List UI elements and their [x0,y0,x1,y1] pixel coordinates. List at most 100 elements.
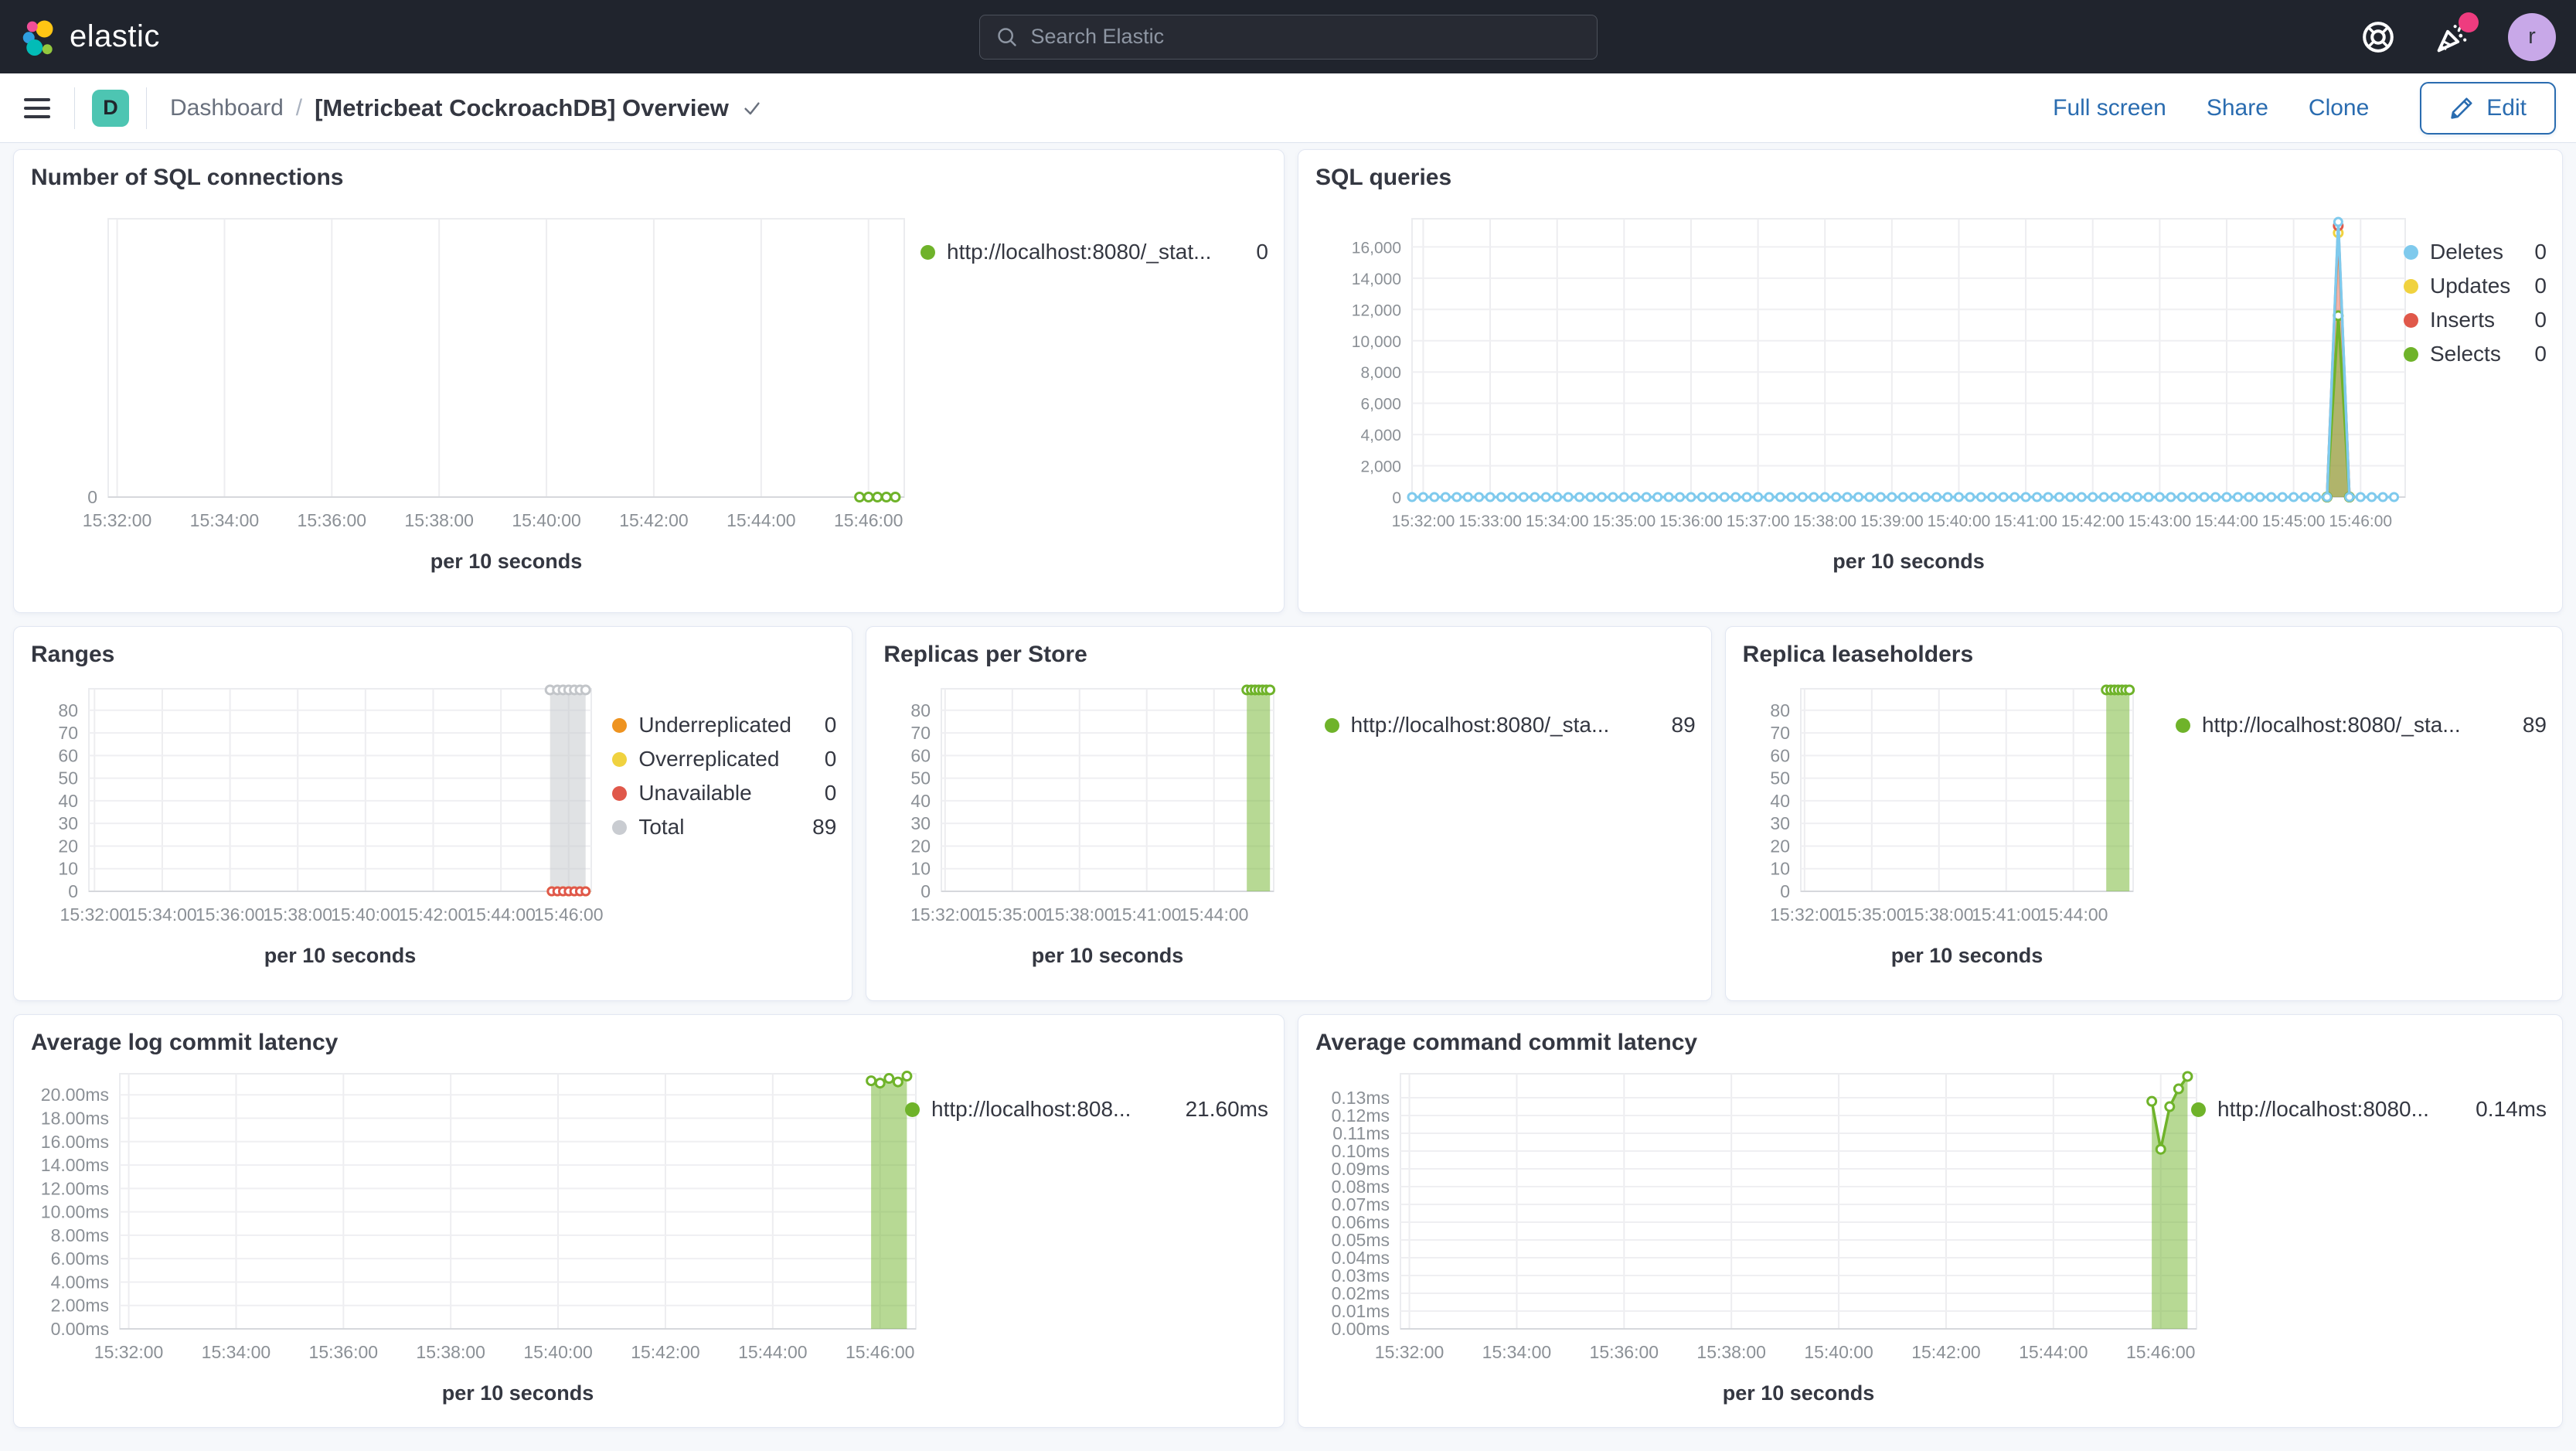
chart-average-command-commit-latency: 15:32:00 15:34:00 15:36:00 15:38:00 15:40:00… [1332,1071,2197,1405]
svg-text:15:41:00: 15:41:00 [1972,904,2041,925]
svg-text:15:44:00: 15:44:00 [1179,904,1249,925]
svg-text:15:38:00: 15:38:00 [404,510,474,530]
legend-series-label: http://localhost:8080/_sta... [1350,713,1610,737]
breadcrumb-dashboard-link[interactable]: Dashboard [170,94,284,121]
chart-ranges: 15:32:0015:34:0015:36:0015:38:0015:40:00… [58,684,603,967]
legend-item: Total 89 [612,810,836,844]
elastic-logo[interactable]: elastic [20,19,160,56]
panel-title: Average command commit latency [1315,1030,1698,1055]
chart-legend: http://localhost:8080/_sta... 89 [1324,708,1696,742]
legend-series-dot-icon [612,717,628,733]
svg-text:6,000: 6,000 [1360,396,1401,414]
svg-text:10: 10 [911,859,931,879]
panel-title: Number of SQL connections [31,165,344,190]
help-button[interactable] [2360,19,2397,56]
panel-average-command-commit-latency: Average command commit latency 15:32:00 1… [1298,1014,2563,1428]
svg-text:18.00ms: 18.00ms [41,1109,109,1129]
svg-text:15:34:00: 15:34:00 [190,510,260,530]
legend-item: Inserts 0 [2404,303,2547,337]
search-icon [997,27,1016,46]
svg-text:15:36:00: 15:36:00 [298,510,367,530]
legend-series-label: Total [638,815,685,839]
user-avatar[interactable]: r [2508,12,2556,61]
space-switcher-badge[interactable]: D [92,89,129,127]
svg-text:70: 70 [911,723,931,743]
svg-text:6.00ms: 6.00ms [51,1248,109,1269]
svg-text:15:42:00: 15:42:00 [399,904,468,925]
svg-text:15:32:00: 15:32:00 [60,904,130,925]
legend-series-value: 0 [2534,240,2547,264]
svg-text:0.13ms: 0.13ms [1332,1088,1390,1108]
svg-text:14,000: 14,000 [1352,271,1401,288]
legend-series-label: Underreplicated [638,713,791,737]
legend-series-dot-icon [2404,346,2418,362]
clone-button[interactable]: Clone [2308,94,2370,121]
svg-text:15:46:00: 15:46:00 [2329,513,2392,530]
panel-replica-leaseholders: Replica leaseholders 15:32:00 15:35:00 15:… [1724,626,2563,1001]
svg-text:0: 0 [68,881,78,901]
share-button[interactable]: Share [2206,94,2268,121]
svg-text:0: 0 [1392,489,1401,507]
svg-text:15:44:00: 15:44:00 [2019,1342,2088,1362]
chart-legend: http://localhost:8080... 0.14ms [2191,1092,2547,1126]
svg-text:20: 20 [58,836,78,856]
dashboard-content: Number of SQL connections 15:32:00 15:34:… [0,143,2576,1428]
svg-text:0.07ms: 0.07ms [1332,1194,1390,1214]
svg-text:2.00ms: 2.00ms [51,1296,109,1316]
svg-text:per 10 seconds: per 10 seconds [264,944,417,967]
svg-text:40: 40 [1770,791,1790,811]
panel-ranges: Ranges 15:32:00 15:34:00 15:36:00 15:38:00 1… [13,626,853,1001]
svg-text:20.00ms: 20.00ms [41,1085,109,1105]
svg-text:0: 0 [87,487,97,507]
svg-text:0: 0 [1780,881,1790,901]
global-search-bar[interactable] [978,14,1598,60]
legend-series-label: Inserts [2430,308,2496,332]
svg-text:15:32:00: 15:32:00 [94,1342,164,1362]
legend-series-dot-icon [1324,717,1339,733]
svg-text:15:37:00: 15:37:00 [1727,513,1790,530]
chart-legend: http://localhost:8080/_sta... 89 [2175,708,2547,742]
chart-replicas-per-store: 15:32:0015:35:0015:38:0015:41:0015:44:00… [910,684,1276,967]
svg-text:15:41:00: 15:41:00 [1994,513,2057,530]
svg-text:15:44:00: 15:44:00 [466,904,536,925]
legend-series-value: 0 [2534,274,2547,298]
chart-average-log-commit-latency: 15:32:00 15:34:00 15:36:00 15:38:00 15:40:00… [41,1071,917,1405]
svg-text:70: 70 [1770,723,1790,743]
chart-number-of-sql-connections: 15:32:00 15:34:00 15:36:00 15:38:00 15:40:00… [83,218,905,573]
svg-text:15:42:00: 15:42:00 [2061,513,2125,530]
legend-series-value: 0 [824,713,837,737]
svg-text:15:35:00: 15:35:00 [978,904,1047,925]
news-feed-button[interactable] [2434,12,2479,56]
svg-text:15:40:00: 15:40:00 [1928,513,1991,530]
svg-text:15:40:00: 15:40:00 [523,1342,593,1362]
svg-text:15:32:00: 15:32:00 [910,904,980,925]
svg-text:30: 30 [1770,813,1790,833]
panel-number-of-sql-connections: Number of SQL connections 15:32:00 15:34:… [13,149,1285,613]
svg-text:15:32:00: 15:32:00 [83,510,152,530]
panel-average-log-commit-latency: Average log commit latency 15:32:00 15:34… [13,1014,1285,1428]
svg-text:15:44:00: 15:44:00 [2039,904,2108,925]
svg-text:15:45:00: 15:45:00 [2262,513,2326,530]
panel-title: Replica leaseholders [1742,642,1974,667]
svg-text:40: 40 [911,791,931,811]
main-menu-button[interactable] [0,97,74,118]
svg-text:20: 20 [1770,836,1790,856]
svg-text:15:46:00: 15:46:00 [846,1342,915,1362]
svg-text:0.05ms: 0.05ms [1332,1230,1390,1250]
legend-series-label: http://localhost:808... [931,1097,1131,1121]
svg-text:80: 80 [911,700,931,720]
svg-text:15:34:00: 15:34:00 [1526,513,1589,530]
svg-text:per 10 seconds: per 10 seconds [1032,944,1184,967]
search-input[interactable] [1030,25,1581,49]
svg-text:15:38:00: 15:38:00 [1904,904,1974,925]
divider [74,87,75,129]
svg-text:15:39:00: 15:39:00 [1860,513,1924,530]
svg-text:0.10ms: 0.10ms [1332,1141,1390,1161]
edit-button[interactable]: Edit [2420,81,2556,135]
svg-text:0.01ms: 0.01ms [1332,1301,1390,1321]
svg-text:12,000: 12,000 [1352,301,1401,319]
legend-item: http://localhost:8080/_sta... 89 [1324,708,1696,742]
legend-series-dot-icon [2404,278,2418,294]
full-screen-button[interactable]: Full screen [2053,94,2166,121]
